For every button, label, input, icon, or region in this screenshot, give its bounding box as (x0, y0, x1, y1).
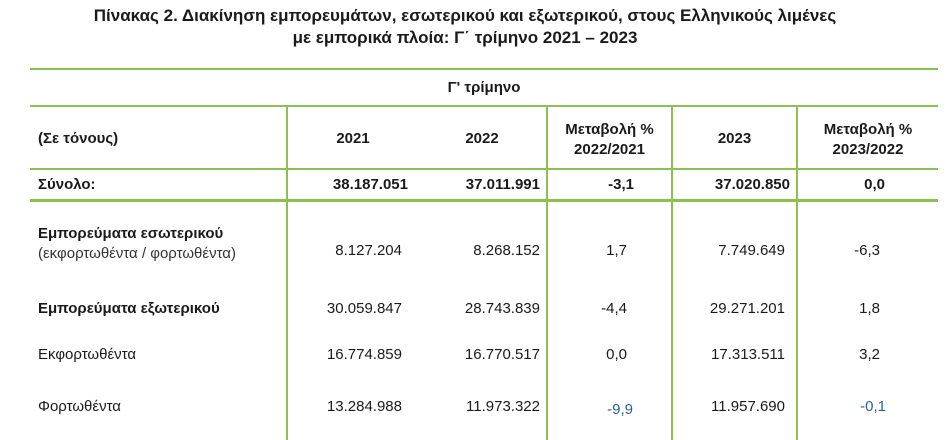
change-2023-2022: 1,8 (859, 300, 880, 317)
change-2023-2022: -6,3 (854, 242, 880, 259)
change-2022-2021: -9,9 (607, 401, 633, 418)
header-2023: 2023 (717, 130, 752, 147)
column-divider-3 (671, 107, 673, 440)
change-2023-2022: -0,1 (860, 398, 886, 415)
header-2022: 2022 (465, 130, 499, 147)
total-row-border (30, 199, 938, 202)
group-header: Γ' τρίμηνο (447, 79, 521, 96)
value-2022: 16.770.517 (464, 346, 540, 363)
row-label: Φορτωθέντα (38, 398, 121, 415)
value-2023: 17.313.511 (711, 346, 785, 363)
table-top-border (30, 68, 938, 70)
column-divider-4 (796, 107, 798, 440)
value-2023: 11.957.690 (711, 398, 785, 415)
column-divider-1 (286, 107, 288, 440)
table-title-line-1: Πίνακας 2. Διακίνηση εμπορευμάτων, εσωτε… (93, 6, 837, 25)
header-bottom-border (30, 168, 938, 170)
row-label: Σύνολο: (38, 176, 96, 193)
change-2023-2022: 3,2 (859, 346, 880, 363)
change-2022-2021: -4,4 (601, 300, 627, 317)
value-2023: 29.271.201 (709, 300, 785, 317)
value-2022: 28.743.839 (464, 300, 540, 317)
change-2022-2021: 1,7 (606, 242, 627, 259)
row-label: Εμπορεύματα εξωτερικού (38, 300, 220, 317)
table-title-line-2: με εμπορικά πλοία: Γ΄ τρίμηνο 2021 – 202… (292, 28, 638, 47)
value-2022: 37.011.991 (465, 176, 540, 193)
change-2022-2021: 0,0 (606, 346, 627, 363)
header-change-2023-2022-line1: Μεταβολή % (823, 121, 913, 138)
value-2023: 7.749.649 (718, 242, 785, 259)
row-sublabel: (εκφορτωθέντα / φορτωθέντα) (38, 245, 236, 262)
value-2023: 37.020.850 (714, 176, 790, 193)
column-divider-2 (546, 107, 548, 440)
value-2021: 8.127.204 (335, 242, 402, 259)
row-label: Εμπορεύματα εσωτερικού (38, 225, 224, 242)
value-2021: 13.284.988 (326, 398, 402, 415)
group-header-border (30, 105, 938, 107)
change-2022-2021: -3,1 (608, 176, 634, 193)
value-2021: 38.187.051 (332, 176, 408, 193)
header-change-2022-2021-line2: 2022/2021 (574, 141, 645, 158)
header-unit: (Σε τόνους) (38, 130, 119, 147)
change-2023-2022: 0,0 (864, 176, 885, 193)
header-change-2022-2021-line1: Μεταβολή % (565, 121, 654, 138)
value-2022: 11.973.322 (466, 398, 540, 415)
value-2021: 30.059.847 (326, 300, 402, 317)
value-2022: 8.268.152 (473, 242, 540, 259)
row-label: Εκφορτωθέντα (38, 346, 137, 363)
header-change-2023-2022-line2: 2023/2022 (832, 141, 904, 158)
value-2021: 16.774.859 (326, 346, 402, 363)
header-2021: 2021 (336, 130, 370, 147)
